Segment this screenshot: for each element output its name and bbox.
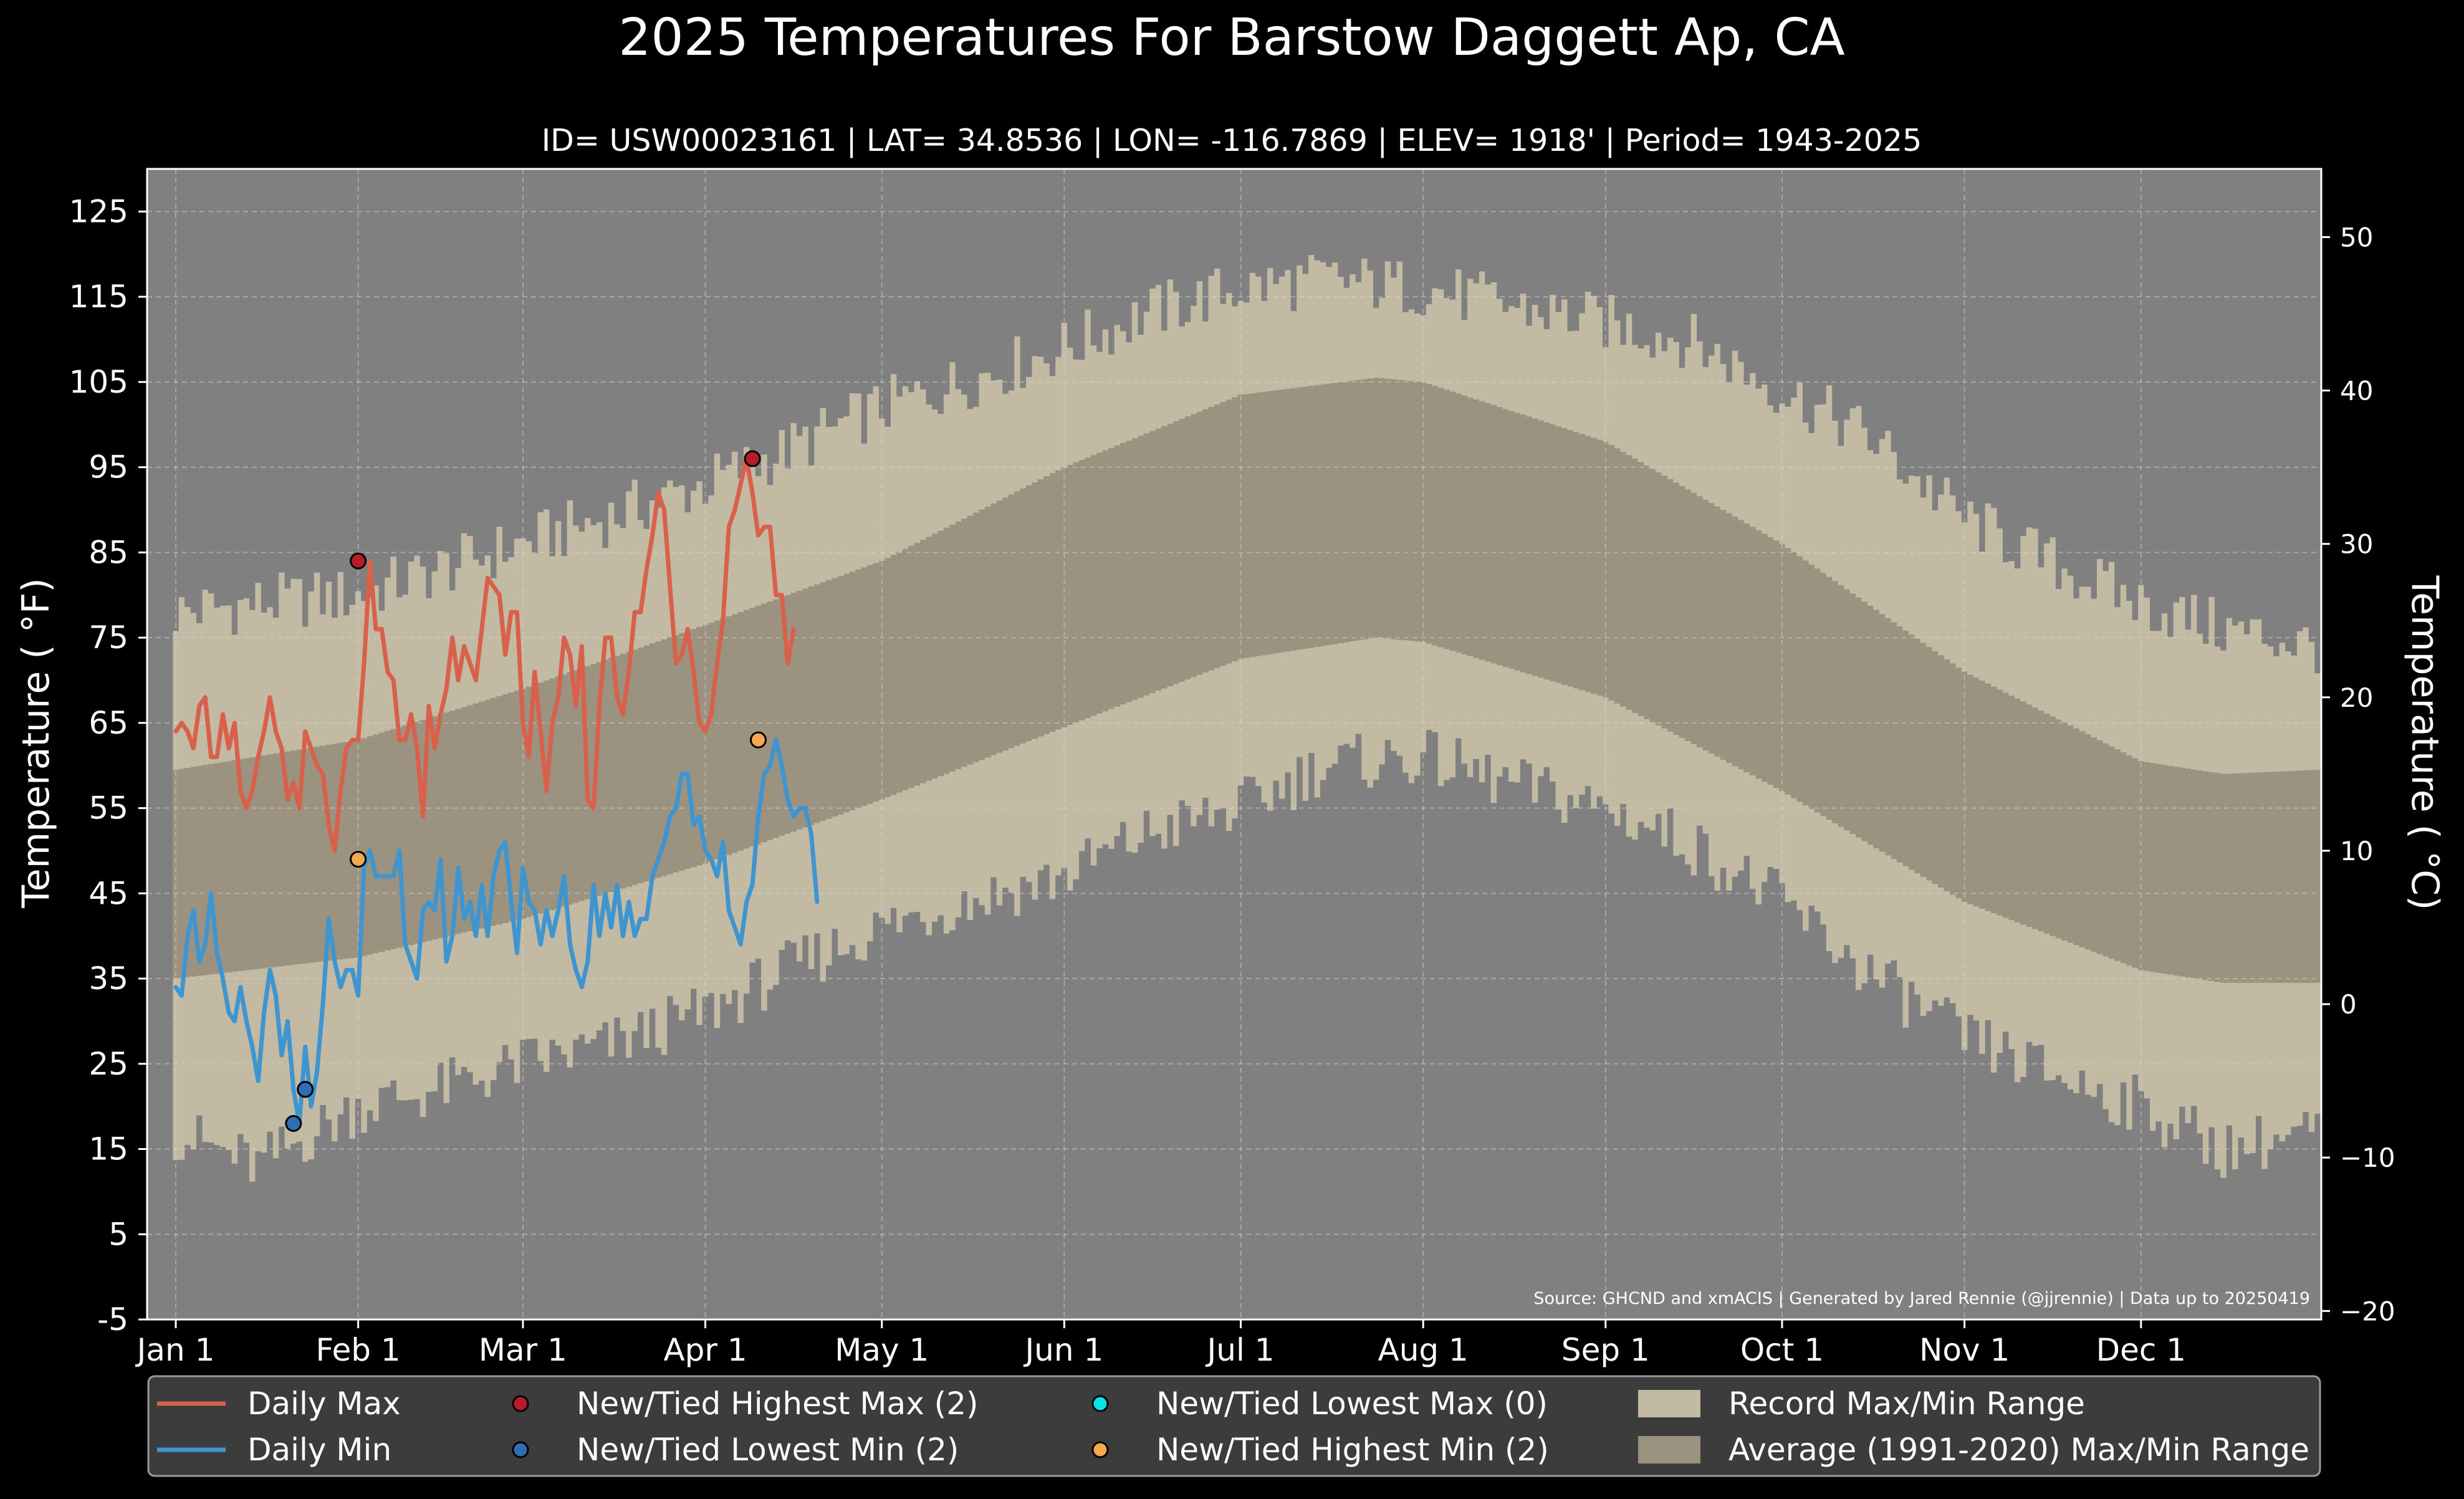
- plot-frame: [146, 168, 2323, 1321]
- y-tick-label: 105: [69, 364, 128, 400]
- record-range-band: [173, 255, 2321, 1182]
- y-right-tick-label: 50: [2340, 222, 2373, 252]
- legend-label: Daily Max: [247, 1386, 401, 1422]
- y-tick-label: 55: [89, 790, 128, 826]
- legend-patch-swatch: [1638, 1390, 1700, 1417]
- y-tick-label: -5: [97, 1301, 128, 1338]
- legend-marker-swatch: [1091, 1441, 1109, 1458]
- legend-label: New/Tied Highest Min (2): [1156, 1432, 1549, 1468]
- x-tick-label: Sep 1: [1561, 1332, 1650, 1368]
- y-right-tick-label: −20: [2340, 1296, 2395, 1326]
- legend: Daily Max Daily Min New/Tied Highest Max (…: [147, 1375, 2321, 1477]
- highest-max-record-marker: [350, 552, 367, 570]
- source-note: Source: GHCND and xmACIS | Generated by …: [1533, 1289, 2310, 1308]
- legend-label: Record Max/Min Range: [1728, 1386, 2085, 1422]
- y-axis-label-right: Temperature ( °C): [2403, 575, 2447, 911]
- legend-label: Daily Min: [247, 1432, 391, 1468]
- normal-range-band: [173, 378, 2321, 983]
- legend-marker-swatch: [512, 1441, 529, 1458]
- chart-title: 2025 Temperatures For Barstow Daggett Ap…: [618, 8, 1844, 67]
- legend-marker-swatch: [512, 1395, 529, 1412]
- legend-label: New/Tied Lowest Min (2): [577, 1432, 959, 1468]
- y-right-tick-label: 0: [2340, 989, 2357, 1020]
- highest-min-record-marker: [350, 851, 367, 868]
- highest-max-record-marker: [744, 450, 761, 467]
- lowest-min-record-marker: [297, 1081, 314, 1098]
- x-tick-label: May 1: [835, 1332, 929, 1368]
- y-tick-label: 75: [89, 620, 128, 656]
- y-tick-label: 35: [89, 960, 128, 997]
- y-tick-label: 125: [69, 193, 128, 229]
- x-tick-label: Aug 1: [1378, 1332, 1469, 1368]
- y-right-tick-label: 40: [2340, 376, 2373, 406]
- y-axis-label-left: Temperature ( °F): [14, 578, 58, 909]
- x-tick-label: Jun 1: [1023, 1332, 1103, 1368]
- daily-max-line: [173, 456, 796, 853]
- x-tick-label: Nov 1: [1919, 1332, 2010, 1368]
- x-tick-label: Jul 1: [1206, 1332, 1275, 1368]
- x-tick-label: Dec 1: [2096, 1332, 2186, 1368]
- y-right-tick-label: 10: [2340, 836, 2373, 866]
- plot-area: -5 5 15 25 35 45 55 65 75 85 95 105 115 125 −20 −10 0 10 2…: [69, 168, 2395, 1368]
- x-tick-label: Jan 1: [135, 1332, 215, 1368]
- lowest-min-record-marker: [285, 1114, 302, 1132]
- legend-label: New/Tied Highest Max (2): [577, 1386, 979, 1422]
- legend-box: [147, 1375, 2321, 1477]
- y-tick-label: 95: [89, 449, 128, 486]
- x-tick-label: Apr 1: [663, 1332, 747, 1368]
- daily-min-line: [173, 737, 820, 1126]
- y-tick-label: 5: [108, 1216, 128, 1252]
- y-tick-label: 65: [89, 705, 128, 741]
- legend-patch-swatch: [1638, 1436, 1700, 1463]
- y-tick-label: 45: [89, 875, 128, 911]
- y-right-tick-label: 20: [2340, 682, 2373, 713]
- x-tick-label: Oct 1: [1740, 1332, 1824, 1368]
- legend-label: New/Tied Lowest Max (0): [1156, 1386, 1548, 1422]
- y-tick-label: 85: [89, 534, 128, 570]
- x-tick-label: Mar 1: [479, 1332, 567, 1368]
- y-right-tick-label: 30: [2340, 529, 2373, 560]
- highest-min-record-marker: [750, 731, 767, 749]
- x-tick-label: Feb 1: [316, 1332, 401, 1368]
- legend-marker-swatch: [1091, 1395, 1109, 1412]
- chart-subtitle: ID= USW00023161 | LAT= 34.8536 | LON= -1…: [542, 123, 1922, 158]
- legend-label: Average (1991-2020) Max/Min Range: [1728, 1432, 2309, 1468]
- y-right-tick-label: −10: [2340, 1142, 2395, 1173]
- y-tick-label: 25: [89, 1046, 128, 1082]
- y-tick-label: 15: [89, 1131, 128, 1167]
- y-tick-label: 115: [69, 279, 128, 315]
